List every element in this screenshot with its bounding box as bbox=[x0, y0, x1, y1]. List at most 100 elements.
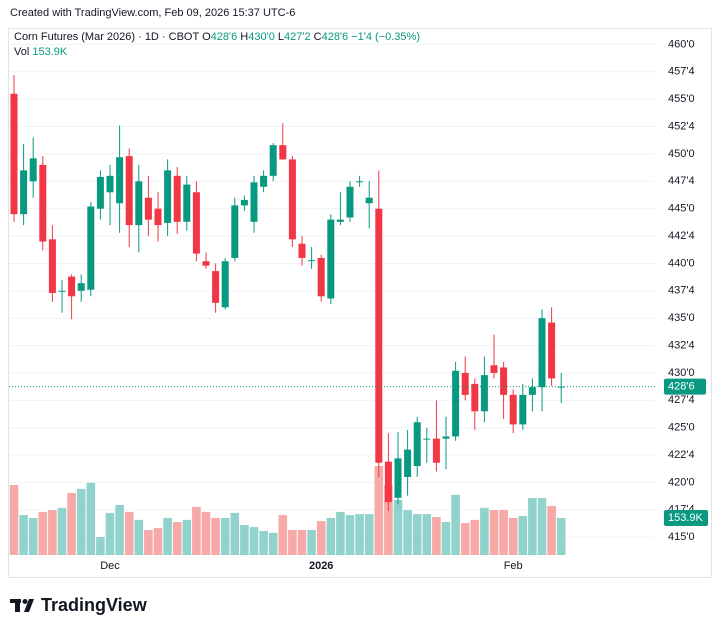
volume-bar bbox=[105, 512, 115, 555]
y-tick-label: 430'0 bbox=[668, 367, 695, 379]
y-tick-label: 442'4 bbox=[668, 230, 695, 242]
candle-body bbox=[125, 156, 133, 226]
volume-bar bbox=[249, 527, 259, 555]
volume-bar bbox=[393, 499, 403, 555]
volume-bar bbox=[134, 519, 144, 555]
y-tick-label: 422'4 bbox=[668, 449, 695, 461]
candle-body bbox=[519, 394, 527, 425]
y-tick-label: 420'0 bbox=[668, 476, 695, 488]
candle-body bbox=[461, 372, 469, 395]
legend-key: C bbox=[313, 31, 322, 43]
volume-bar bbox=[307, 529, 316, 555]
legend-key: O bbox=[202, 31, 211, 43]
y-tick-label: 447'4 bbox=[668, 175, 695, 187]
x-tick-label: Feb bbox=[504, 560, 523, 572]
volume-bar bbox=[432, 516, 441, 555]
candle-body bbox=[288, 159, 296, 240]
legend-key: L bbox=[277, 31, 284, 43]
y-tick-label: 455'0 bbox=[668, 93, 695, 105]
candle-body bbox=[48, 239, 56, 294]
volume-tag bbox=[664, 509, 708, 526]
candle-body bbox=[423, 438, 431, 440]
logo-mark bbox=[22, 599, 28, 604]
brand: TradingView bbox=[41, 595, 148, 615]
y-tick-label: 440'0 bbox=[668, 257, 695, 269]
logo-mark bbox=[15, 599, 20, 612]
candle-body bbox=[116, 157, 124, 204]
candle-body bbox=[528, 387, 536, 395]
volume-bar bbox=[192, 506, 201, 555]
volume-bar bbox=[316, 521, 326, 555]
candle-body bbox=[480, 375, 488, 412]
volume-bar bbox=[518, 516, 528, 555]
volume-bar bbox=[374, 466, 384, 555]
candle-body bbox=[327, 219, 335, 299]
volume-bar bbox=[528, 497, 537, 555]
y-tick-label: 437'4 bbox=[668, 285, 695, 297]
candle-body bbox=[10, 93, 18, 215]
candle-body bbox=[29, 158, 37, 182]
candle-body bbox=[394, 458, 402, 498]
volume-bar bbox=[489, 510, 499, 555]
y-tick-label: 460'0 bbox=[668, 38, 695, 50]
volume-bar bbox=[240, 524, 249, 555]
candle-body bbox=[183, 184, 191, 222]
legend-key: Vol bbox=[14, 46, 30, 58]
volume-bar bbox=[345, 515, 355, 555]
y-tick-label: 432'4 bbox=[668, 339, 695, 351]
legend-value: 427'2 bbox=[284, 31, 311, 43]
candle-body bbox=[336, 219, 344, 222]
y-tick-label: 452'4 bbox=[668, 120, 695, 132]
volume-bar bbox=[28, 517, 38, 555]
x-tick-label: Dec bbox=[100, 560, 120, 572]
candle-body bbox=[96, 176, 104, 209]
volume-bar bbox=[86, 482, 96, 555]
volume-bar bbox=[336, 511, 345, 555]
candle-body bbox=[356, 181, 364, 183]
volume-bar bbox=[422, 514, 432, 555]
x-tick-label: 2026 bbox=[309, 560, 333, 572]
y-tick-label: 450'0 bbox=[668, 148, 695, 160]
volume-legend: Vol 153.9K bbox=[14, 46, 67, 58]
candle-body bbox=[452, 370, 460, 437]
y-tick-label: 457'4 bbox=[668, 66, 695, 78]
legend-value: 430'0 bbox=[248, 31, 275, 43]
candle-body bbox=[548, 322, 556, 379]
candle-body bbox=[240, 199, 248, 206]
candle-body bbox=[346, 186, 354, 218]
candle-body bbox=[471, 383, 479, 412]
candle-body bbox=[144, 197, 152, 220]
candle-body bbox=[269, 145, 277, 176]
y-tick-label: 415'0 bbox=[668, 531, 695, 543]
legend-value: 428'6 bbox=[321, 31, 349, 43]
candle-body bbox=[298, 243, 306, 258]
candle-body bbox=[375, 208, 383, 463]
candle-body bbox=[77, 283, 85, 291]
volume-bar bbox=[172, 522, 182, 555]
volume-bar bbox=[556, 517, 566, 555]
chart-frame bbox=[8, 28, 712, 578]
candle-body bbox=[164, 170, 172, 223]
candle-body bbox=[68, 276, 76, 297]
candle-body bbox=[20, 170, 28, 215]
candle-body bbox=[221, 261, 229, 308]
candle-body bbox=[231, 205, 239, 258]
volume-bar bbox=[57, 507, 67, 555]
volume-bar bbox=[211, 517, 220, 555]
candle-body bbox=[538, 318, 546, 388]
candle-body bbox=[192, 192, 200, 254]
legend-value: 428'6 bbox=[210, 31, 238, 43]
candle-body bbox=[39, 164, 47, 242]
volume-bar bbox=[278, 515, 288, 555]
volume-bar bbox=[412, 514, 422, 555]
volume-bar bbox=[364, 514, 374, 555]
logo-mark bbox=[24, 599, 34, 612]
last-price-label: 428'6 bbox=[668, 381, 695, 393]
candle-body bbox=[87, 206, 95, 290]
volume-bar bbox=[76, 488, 86, 555]
candle-body bbox=[404, 449, 412, 477]
candle-body bbox=[384, 461, 392, 503]
volume-bar bbox=[115, 504, 124, 555]
volume-bar bbox=[268, 532, 278, 555]
